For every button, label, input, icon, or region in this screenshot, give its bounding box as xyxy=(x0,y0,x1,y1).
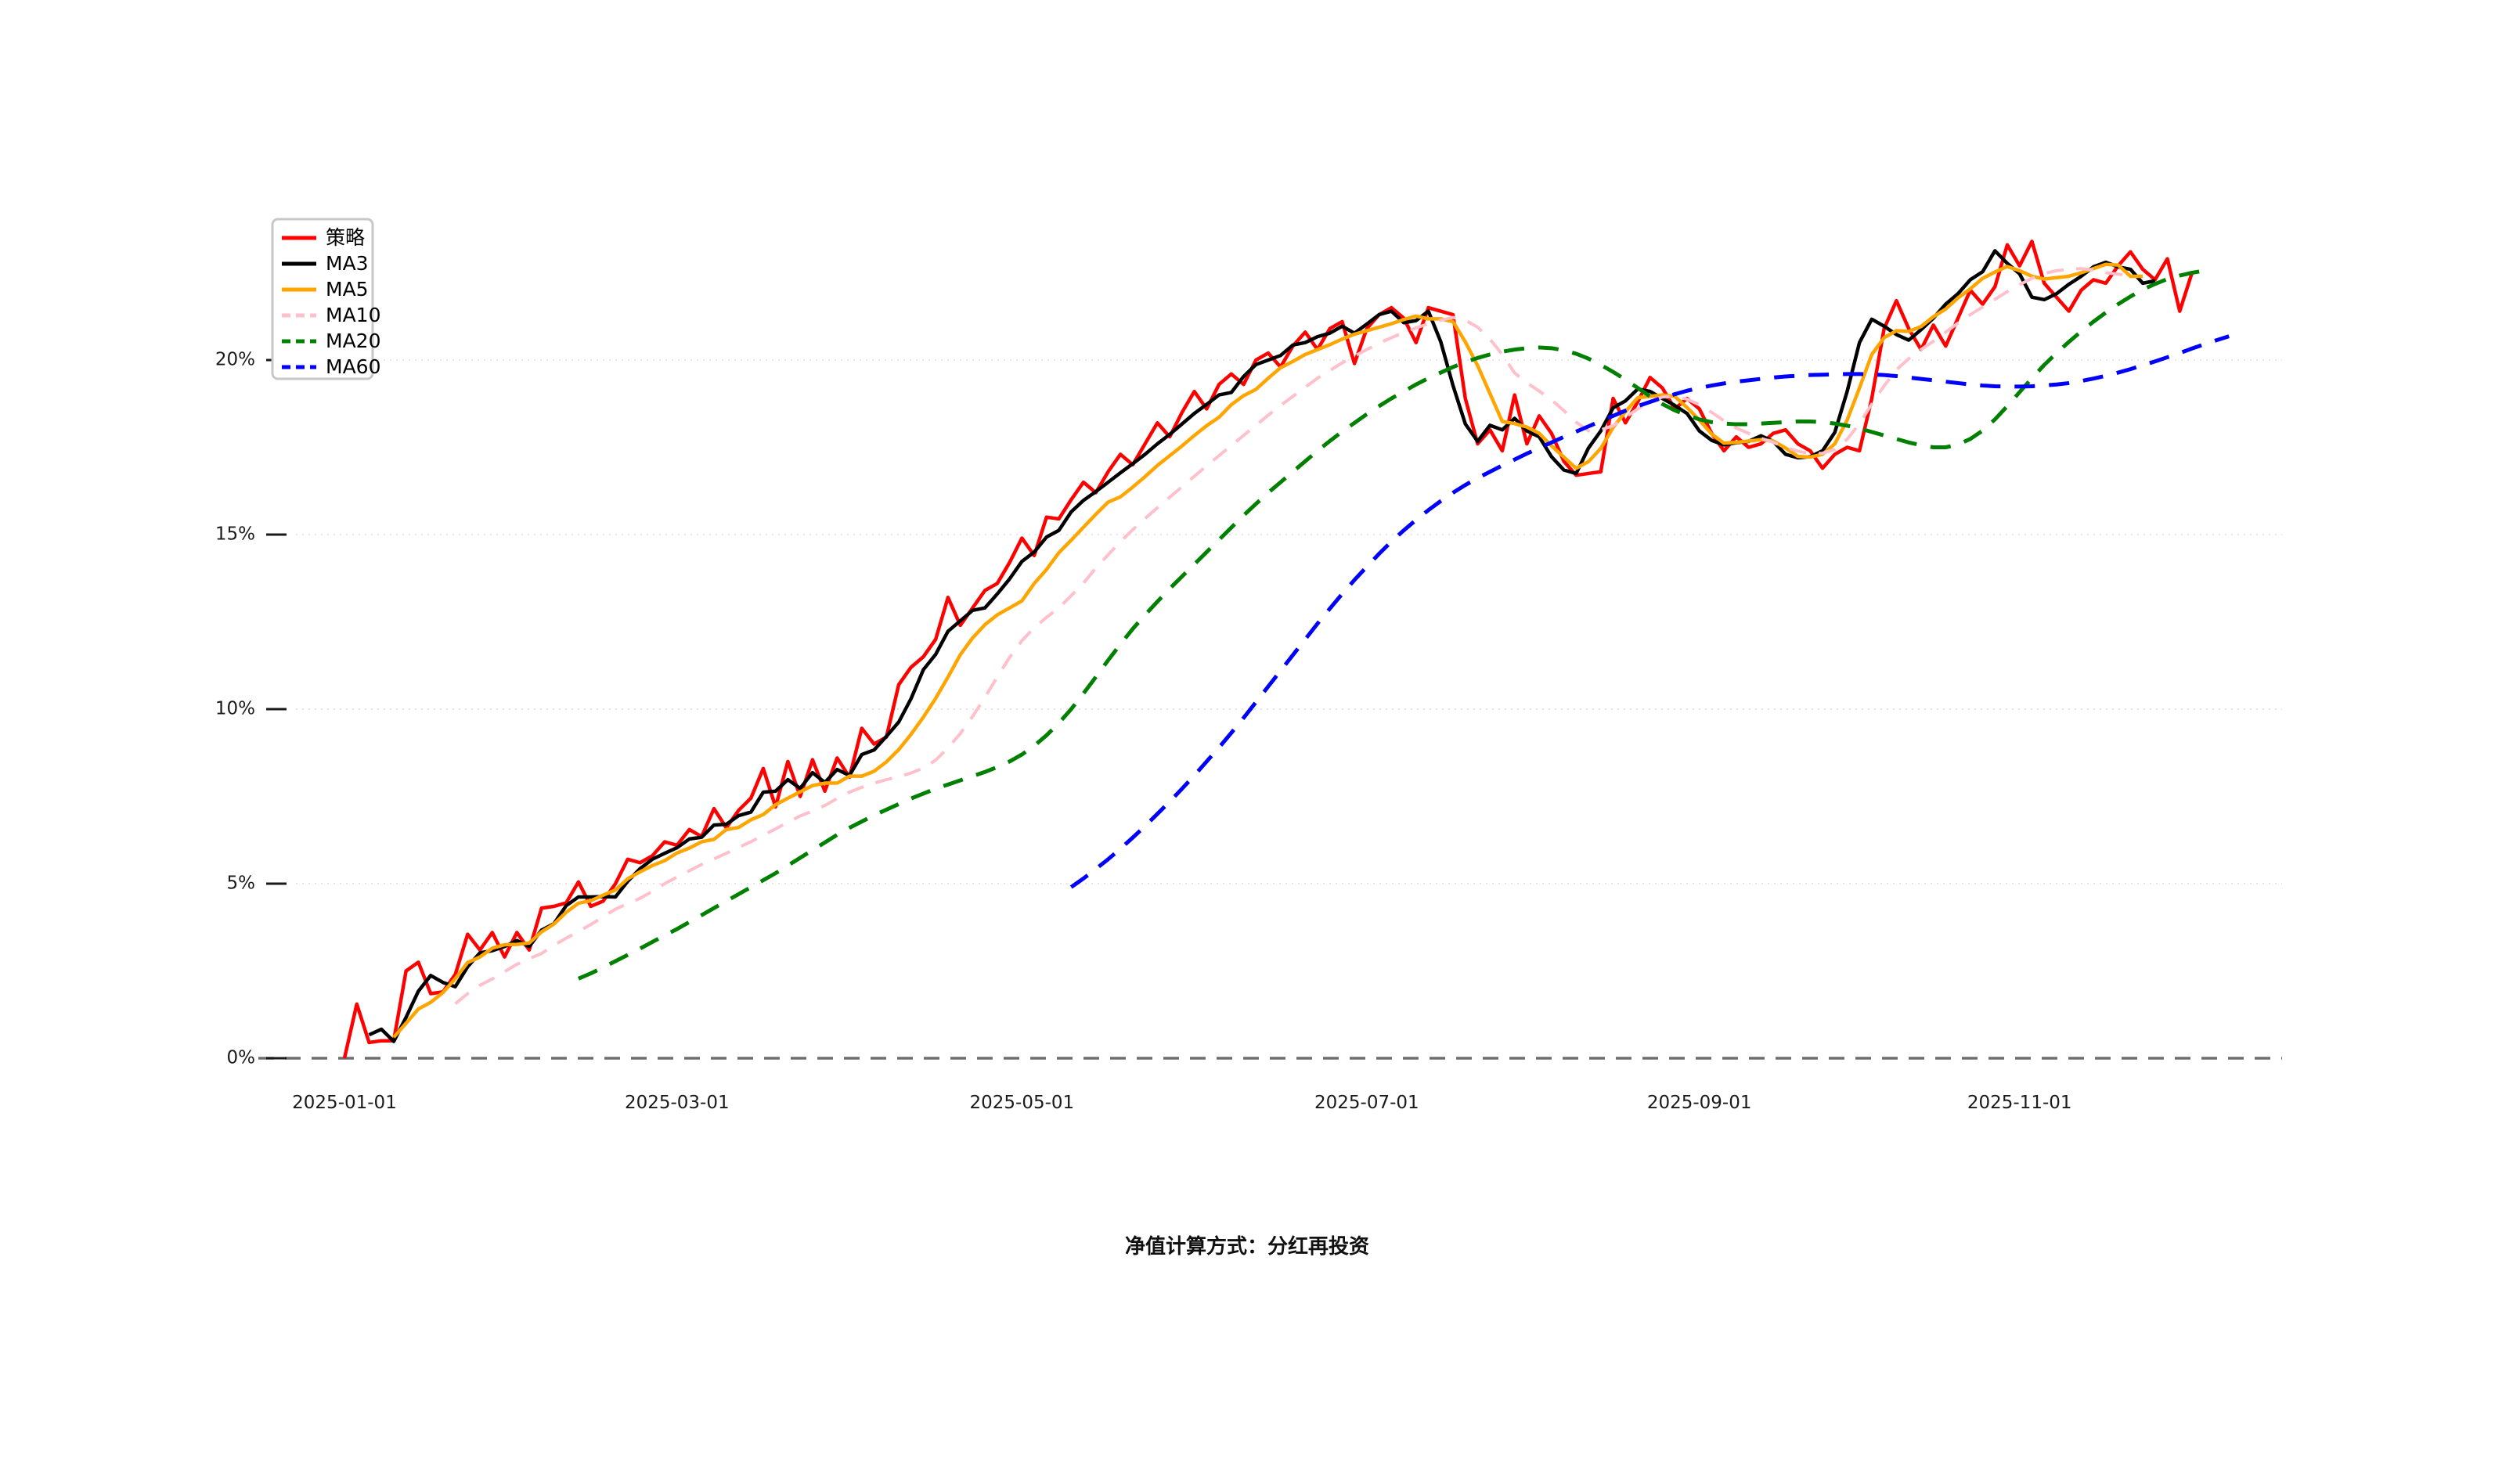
legend-label-5[interactable]: MA60 xyxy=(326,355,380,378)
legend-label-1[interactable]: MA3 xyxy=(326,252,369,275)
y-axis-label: 5% xyxy=(227,873,256,894)
x-axis-label: 2025-07-01 xyxy=(1314,1093,1419,1113)
x-axis-ticks: 2025-01-01 2025-03-01 2025-05-01 2025-07-01… xyxy=(292,1093,2071,1113)
legend-label-4[interactable]: MA20 xyxy=(326,330,380,352)
x-axis-label: 2025-11-01 xyxy=(1967,1093,2072,1113)
chart-caption: 净值计算方式：分红再投资 xyxy=(1125,1234,1369,1259)
legend-label-0[interactable]: 策略 xyxy=(326,226,365,249)
chart-legend[interactable]: 策略 MA3 MA5 MA10 MA20 MA60 xyxy=(271,218,380,380)
series-line-ma10 xyxy=(454,267,2131,1005)
legend-label-2[interactable]: MA5 xyxy=(326,278,369,301)
legend-label-3[interactable]: MA10 xyxy=(326,304,380,326)
y-axis-label: 15% xyxy=(215,524,255,545)
y-axis-label: 10% xyxy=(215,699,255,719)
legend-background xyxy=(271,218,374,380)
x-axis-label: 2025-03-01 xyxy=(625,1093,730,1113)
y-axis-ticks: 0% 5% 10% 15% 20% xyxy=(215,350,287,1068)
series-line-ma3 xyxy=(368,249,2156,1043)
series-line-ma60 xyxy=(1069,334,2230,889)
x-axis-label: 2025-09-01 xyxy=(1647,1093,1752,1113)
series-line-ma5 xyxy=(392,262,2143,1039)
series-line-ma20 xyxy=(577,268,2205,981)
series-line-strategy xyxy=(342,240,2194,1059)
x-axis-label: 2025-01-01 xyxy=(292,1093,397,1113)
data-series xyxy=(342,240,2230,1059)
y-axis-label: 0% xyxy=(227,1048,256,1068)
y-axis-label: 20% xyxy=(215,350,255,370)
x-axis-label: 2025-05-01 xyxy=(969,1093,1074,1113)
